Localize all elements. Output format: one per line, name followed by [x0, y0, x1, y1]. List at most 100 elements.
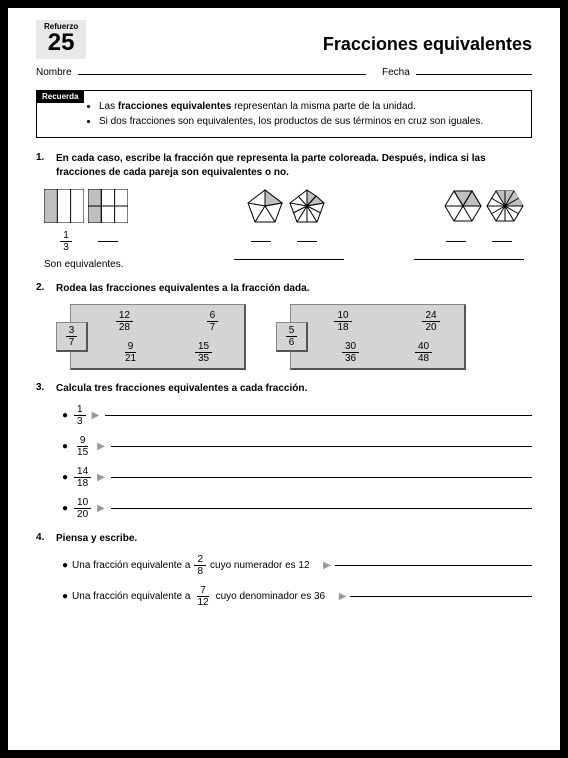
- frac-group-2: [239, 230, 329, 253]
- box-inner: 1228 67 921 1535: [94, 308, 240, 366]
- rect-2-6-icon: [88, 189, 128, 223]
- q3-item: ● 13 ▶: [62, 404, 532, 427]
- nombre-field: Nombre: [36, 67, 366, 78]
- bullet-icon: ●: [62, 410, 68, 421]
- q3-text: Calcula tres fracciones equivalentes a c…: [56, 382, 532, 396]
- name-date-row: Nombre Fecha: [36, 67, 532, 78]
- header: Refuerzo 25 Fracciones equivalentes: [36, 20, 532, 59]
- blank-line[interactable]: [111, 477, 532, 478]
- hexagon-6-icon: [444, 189, 482, 223]
- blank-line[interactable]: [111, 508, 532, 509]
- box-tab: 37: [56, 322, 88, 352]
- frac-box-right: 56 1018 2420 3036 4048: [276, 304, 466, 370]
- bullet-icon: ●: [62, 560, 68, 571]
- blank-line[interactable]: [335, 565, 532, 566]
- arrow-icon: ▶: [323, 560, 331, 571]
- blank-line[interactable]: [446, 241, 466, 242]
- blank-line[interactable]: [297, 241, 317, 242]
- question-3: 3. Calcula tres fracciones equivalentes …: [36, 382, 532, 520]
- q4-mid: cuyo numerador es 12: [210, 560, 310, 571]
- q4-head: 4. Piensa y escribe.: [36, 532, 532, 546]
- nombre-label: Nombre: [36, 67, 72, 78]
- q3-list: ●13▶●915▶●1418▶●1020▶: [36, 404, 532, 520]
- frac-opt[interactable]: 1535: [195, 341, 212, 364]
- hexagons-group: [444, 188, 524, 224]
- rect-1-3-icon: [44, 189, 84, 223]
- blank-line[interactable]: [105, 415, 532, 416]
- blank-line[interactable]: [414, 259, 524, 260]
- blank-line[interactable]: [234, 259, 344, 260]
- q1-head: 1. En cada caso, escribe la fracción que…: [36, 152, 532, 180]
- q4-pre: Una fracción equivalente a: [72, 560, 190, 571]
- pentagon-5-icon: [246, 188, 284, 224]
- frac-box-left: 37 1228 67 921 1535: [56, 304, 246, 370]
- fecha-line[interactable]: [416, 74, 532, 75]
- refuerzo-box: Refuerzo 25: [36, 20, 86, 59]
- q3-item: ●1020▶: [62, 497, 532, 520]
- equiv-label: Son equivalentes.: [44, 259, 164, 270]
- recuerda-box: Recuerda Las fracciones equivalentes rep…: [36, 90, 532, 138]
- q1-shapes: [36, 188, 532, 224]
- arrow-icon: ▶: [92, 410, 100, 421]
- frac-opt[interactable]: 3036: [342, 341, 359, 364]
- frac-group-1: 13: [44, 230, 134, 253]
- frac: 1020: [74, 497, 91, 520]
- recuerda-item: Si dos fracciones son equivalentes, los …: [99, 114, 523, 129]
- main-frac: 56: [286, 325, 298, 348]
- q2-head: 2. Rodea las fracciones equivalentes a l…: [36, 282, 532, 296]
- frac-opt[interactable]: 67: [207, 310, 219, 333]
- frac: 13: [74, 404, 86, 427]
- page-title: Fracciones equivalentes: [86, 20, 532, 55]
- q1-text: En cada caso, escribe la fracción que re…: [56, 152, 532, 180]
- frac-opt[interactable]: 1018: [334, 310, 351, 333]
- frac-given: 13: [60, 230, 72, 253]
- blank-line[interactable]: [251, 241, 271, 242]
- arrow-icon: ▶: [97, 441, 105, 452]
- question-4: 4. Piensa y escribe. ● Una fracción equiv…: [36, 532, 532, 608]
- refuerzo-number: 25: [44, 31, 78, 55]
- arrow-icon: ▶: [97, 503, 105, 514]
- blank-line[interactable]: [111, 446, 532, 447]
- q1-equiv-row: Son equivalentes.: [36, 259, 532, 270]
- main-frac: 37: [66, 325, 78, 348]
- frac: 1418: [74, 466, 91, 489]
- recuerda-tag: Recuerda: [36, 90, 84, 103]
- blank-line[interactable]: [98, 241, 118, 242]
- fecha-field: Fecha: [382, 67, 532, 78]
- bullet-icon: ●: [62, 591, 68, 602]
- frac-opt[interactable]: 2420: [422, 310, 439, 333]
- worksheet-page: Refuerzo 25 Fracciones equivalentes Nomb…: [0, 0, 568, 758]
- frac-opt[interactable]: 1228: [116, 310, 133, 333]
- frac-opt[interactable]: 921: [122, 341, 139, 364]
- q4-pre: Una fracción equivalente a: [72, 591, 190, 602]
- q2-boxes: 37 1228 67 921 1535 56 1018 2420: [36, 304, 532, 370]
- q4-mid: cuyo denominador es 36: [216, 591, 326, 602]
- frac: 28: [194, 554, 206, 577]
- nombre-line[interactable]: [78, 74, 366, 75]
- q3-item: ● 915 ▶: [62, 435, 532, 458]
- q4-text: Piensa y escribe.: [56, 532, 532, 546]
- pentagons-group: [246, 188, 326, 224]
- recuerda-item: Las fracciones equivalentes representan …: [99, 99, 523, 114]
- arrow-icon: ▶: [339, 591, 347, 602]
- q4-item: ● Una fracción equivalente a 28 cuyo nume…: [62, 554, 532, 577]
- box-tab: 56: [276, 322, 308, 352]
- frac: 712: [194, 585, 211, 608]
- frac-opt[interactable]: 4048: [415, 341, 432, 364]
- frac: 915: [74, 435, 91, 458]
- blank-line[interactable]: [350, 596, 532, 597]
- q1-fracs: 13: [36, 230, 532, 253]
- question-2: 2. Rodea las fracciones equivalentes a l…: [36, 282, 532, 370]
- q2-num: 2.: [36, 282, 50, 296]
- rects-group: [44, 188, 128, 224]
- frac-group-3: [434, 230, 524, 253]
- blank-line[interactable]: [492, 241, 512, 242]
- box-inner: 1018 2420 3036 4048: [314, 308, 460, 366]
- recuerda-list: Las fracciones equivalentes representan …: [37, 99, 523, 129]
- q3-head: 3. Calcula tres fracciones equivalentes …: [36, 382, 532, 396]
- q4-item: ● Una fracción equivalente a 712 cuyo den…: [62, 585, 532, 608]
- bullet-icon: ●: [62, 441, 68, 452]
- q1-num: 1.: [36, 152, 50, 180]
- question-1: 1. En cada caso, escribe la fracción que…: [36, 152, 532, 270]
- q3-num: 3.: [36, 382, 50, 396]
